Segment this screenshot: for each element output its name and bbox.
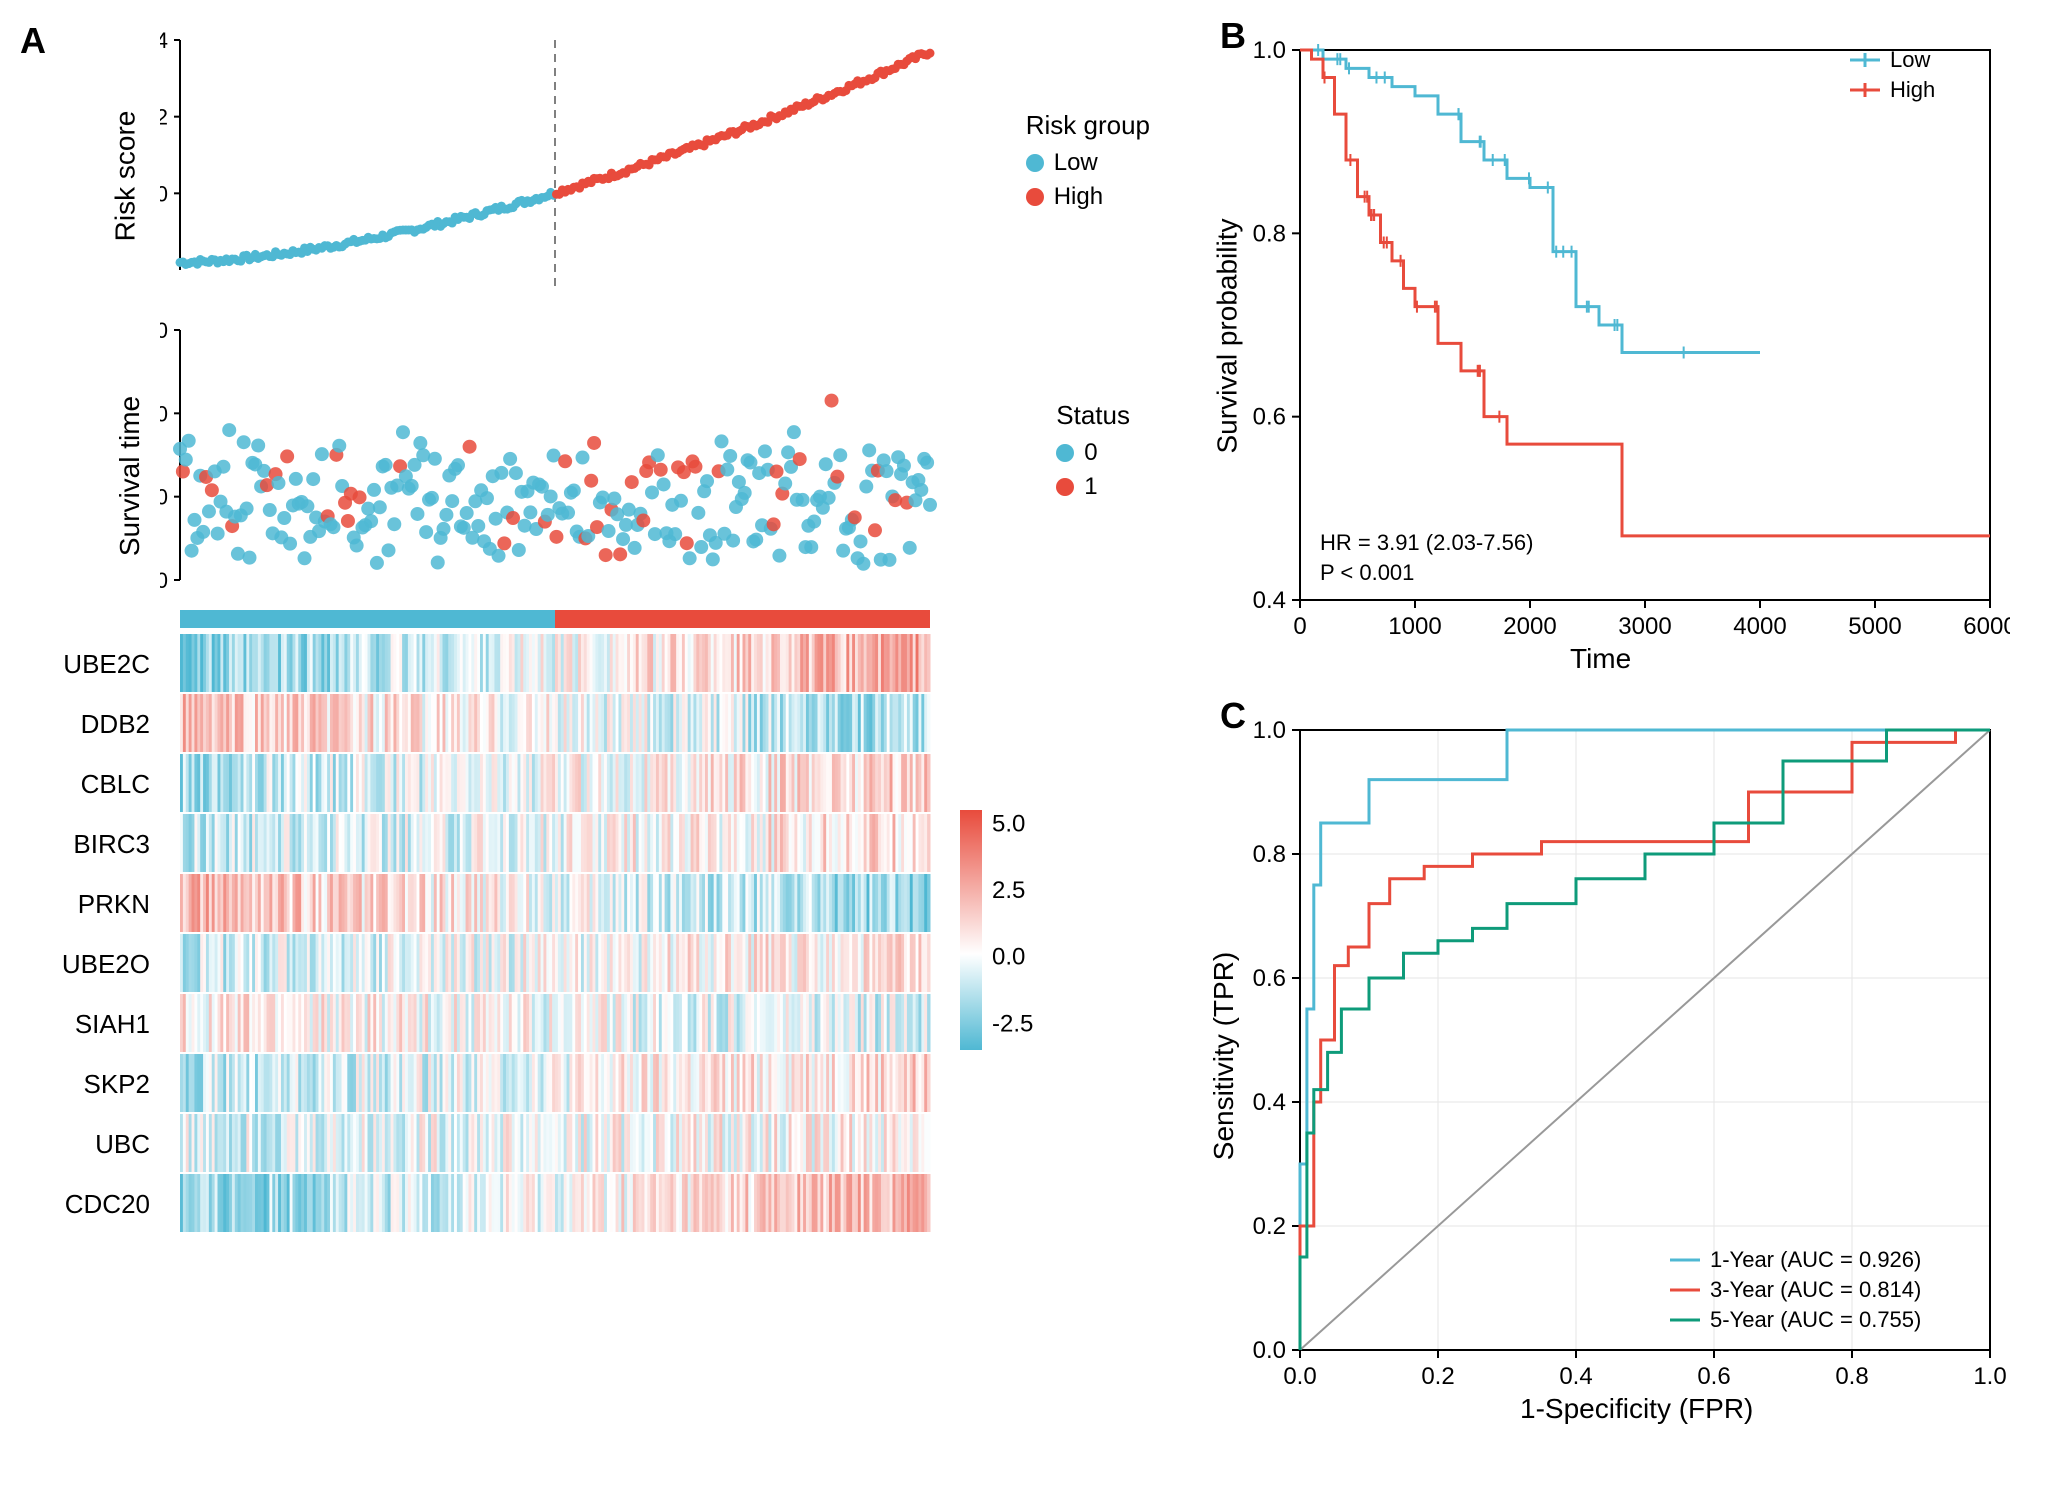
gene-label: CDC20 bbox=[30, 1189, 150, 1220]
svg-text:0.8: 0.8 bbox=[1253, 220, 1286, 247]
panel-c-label: C bbox=[1220, 695, 1246, 737]
svg-text:0: 0 bbox=[1293, 613, 1306, 640]
gene-label: UBE2C bbox=[30, 649, 150, 680]
legend-title: Status bbox=[1056, 400, 1130, 431]
svg-text:0.2: 0.2 bbox=[1253, 1213, 1286, 1240]
km-ylabel: Survival probability bbox=[1212, 219, 1244, 454]
svg-text:0.4: 0.4 bbox=[1253, 587, 1286, 614]
svg-text:1.0: 1.0 bbox=[1973, 1363, 2006, 1390]
legend-title: Risk group bbox=[1026, 110, 1150, 141]
svg-text:4000: 4000 bbox=[160, 401, 168, 426]
roc-xlabel: 1-Specificity (FPR) bbox=[1520, 1393, 1753, 1425]
survival-time-plot: 0200040006000 Survival time Status 01 bbox=[160, 320, 940, 600]
svg-text:0.0: 0.0 bbox=[1283, 1363, 1316, 1390]
svg-text:-2.5: -2.5 bbox=[992, 1010, 1033, 1037]
svg-text:0.6: 0.6 bbox=[1697, 1363, 1730, 1390]
panel-b: B 01000200030004000500060000.40.60.81.0H… bbox=[1190, 20, 2010, 670]
panel-c: C 0.00.20.40.60.81.00.00.20.40.60.81.01-… bbox=[1190, 700, 2010, 1420]
panel-b-label: B bbox=[1220, 15, 1246, 57]
svg-text:0.6: 0.6 bbox=[1253, 965, 1286, 992]
legend-label: 0 bbox=[1084, 439, 1097, 467]
gene-label: DDB2 bbox=[30, 709, 150, 740]
legend-item: 1 bbox=[1056, 473, 1130, 501]
legend-label: High bbox=[1054, 183, 1103, 211]
svg-text:3-Year (AUC = 0.814): 3-Year (AUC = 0.814) bbox=[1710, 1277, 1921, 1302]
svg-text:0.2: 0.2 bbox=[1421, 1363, 1454, 1390]
svg-text:6000: 6000 bbox=[160, 320, 168, 343]
svg-text:0.6: 0.6 bbox=[1253, 404, 1286, 431]
svg-text:0.0: 0.0 bbox=[1253, 1337, 1286, 1364]
svg-text:P < 0.001: P < 0.001 bbox=[1320, 560, 1414, 585]
gene-label: PRKN bbox=[30, 889, 150, 920]
gene-label: UBC bbox=[30, 1129, 150, 1160]
gene-label: SKP2 bbox=[30, 1069, 150, 1100]
gene-label: BIRC3 bbox=[30, 829, 150, 860]
svg-text:1.0: 1.0 bbox=[1253, 37, 1286, 64]
gene-label: UBE2O bbox=[30, 949, 150, 980]
gene-label: CBLC bbox=[30, 769, 150, 800]
legend-label: Low bbox=[1054, 149, 1098, 177]
survival-time-ylabel: Survival time bbox=[114, 396, 146, 556]
svg-text:0.0: 0.0 bbox=[992, 944, 1025, 971]
gene-label: SIAH1 bbox=[30, 1009, 150, 1040]
svg-text:3000: 3000 bbox=[1618, 613, 1671, 640]
km-xlabel: Time bbox=[1570, 643, 1631, 675]
svg-text:Low: Low bbox=[1890, 47, 1930, 72]
svg-text:6000: 6000 bbox=[1963, 613, 2010, 640]
svg-text:0: 0 bbox=[160, 181, 168, 206]
svg-text:0.4: 0.4 bbox=[1253, 1089, 1286, 1116]
risk-score-ylabel: Risk score bbox=[109, 111, 141, 242]
svg-text:0.4: 0.4 bbox=[1559, 1363, 1592, 1390]
svg-text:HR = 3.91 (2.03-7.56): HR = 3.91 (2.03-7.56) bbox=[1320, 530, 1533, 555]
svg-text:5.0: 5.0 bbox=[992, 810, 1025, 837]
svg-text:High: High bbox=[1890, 77, 1935, 102]
svg-text:2.5: 2.5 bbox=[992, 877, 1025, 904]
svg-text:2000: 2000 bbox=[160, 485, 168, 510]
legend-item: High bbox=[1026, 183, 1150, 211]
status-legend: Status 0 1 bbox=[1056, 400, 1130, 507]
heatmap-svg bbox=[160, 610, 940, 1234]
svg-text:5000: 5000 bbox=[1848, 613, 1901, 640]
panel-a: A 0 2 4 Risk score Risk group Low High 0 200… bbox=[20, 20, 1170, 1440]
svg-text:1-Year (AUC = 0.926): 1-Year (AUC = 0.926) bbox=[1710, 1247, 1921, 1272]
km-svg: 0 1000 2000 3000 4000 5000 6000 0.4 0.6 0.8 1.0 HR … bbox=[1190, 20, 2010, 670]
svg-text:4: 4 bbox=[160, 30, 168, 53]
roc-ylabel: Sensitivity (TPR) bbox=[1208, 952, 1240, 1160]
svg-text:4000: 4000 bbox=[1733, 613, 1786, 640]
heatmap-plot: UBE2CDDB2CBLCBIRC3PRKNUBE2OSIAH1SKP2UBCC… bbox=[160, 610, 940, 1234]
panel-a-label: A bbox=[20, 20, 46, 62]
svg-text:0.8: 0.8 bbox=[1253, 841, 1286, 868]
svg-text:1000: 1000 bbox=[1388, 613, 1441, 640]
svg-text:2: 2 bbox=[160, 105, 168, 130]
legend-item: 0 bbox=[1056, 439, 1130, 467]
svg-text:1.0: 1.0 bbox=[1253, 717, 1286, 744]
svg-text:0: 0 bbox=[160, 568, 168, 593]
heatmap-colorbar: 5.0 2.5 0.0 -2.5 bbox=[960, 790, 1080, 1070]
risk-score-plot: 024 Risk score Risk group LowHigh bbox=[160, 30, 940, 290]
svg-text:5-Year (AUC = 0.755): 5-Year (AUC = 0.755) bbox=[1710, 1307, 1921, 1332]
legend-label: 1 bbox=[1084, 473, 1097, 501]
legend-item: Low bbox=[1026, 149, 1150, 177]
risk-group-legend: Risk group Low High bbox=[1026, 110, 1150, 217]
multi-panel-figure: A 0 2 4 Risk score Risk group Low High 0 200… bbox=[20, 20, 2030, 1440]
svg-text:0.8: 0.8 bbox=[1835, 1363, 1868, 1390]
roc-svg: 0.0 0.2 0.4 0.6 0.8 1.0 0.0 0.2 0.4 0.6 0.8 1.0 1-Ye… bbox=[1190, 700, 2010, 1420]
survival-time-svg: 0 2000 4000 6000 bbox=[160, 320, 940, 600]
svg-text:2000: 2000 bbox=[1503, 613, 1556, 640]
risk-score-svg: 0 2 4 bbox=[160, 30, 940, 290]
